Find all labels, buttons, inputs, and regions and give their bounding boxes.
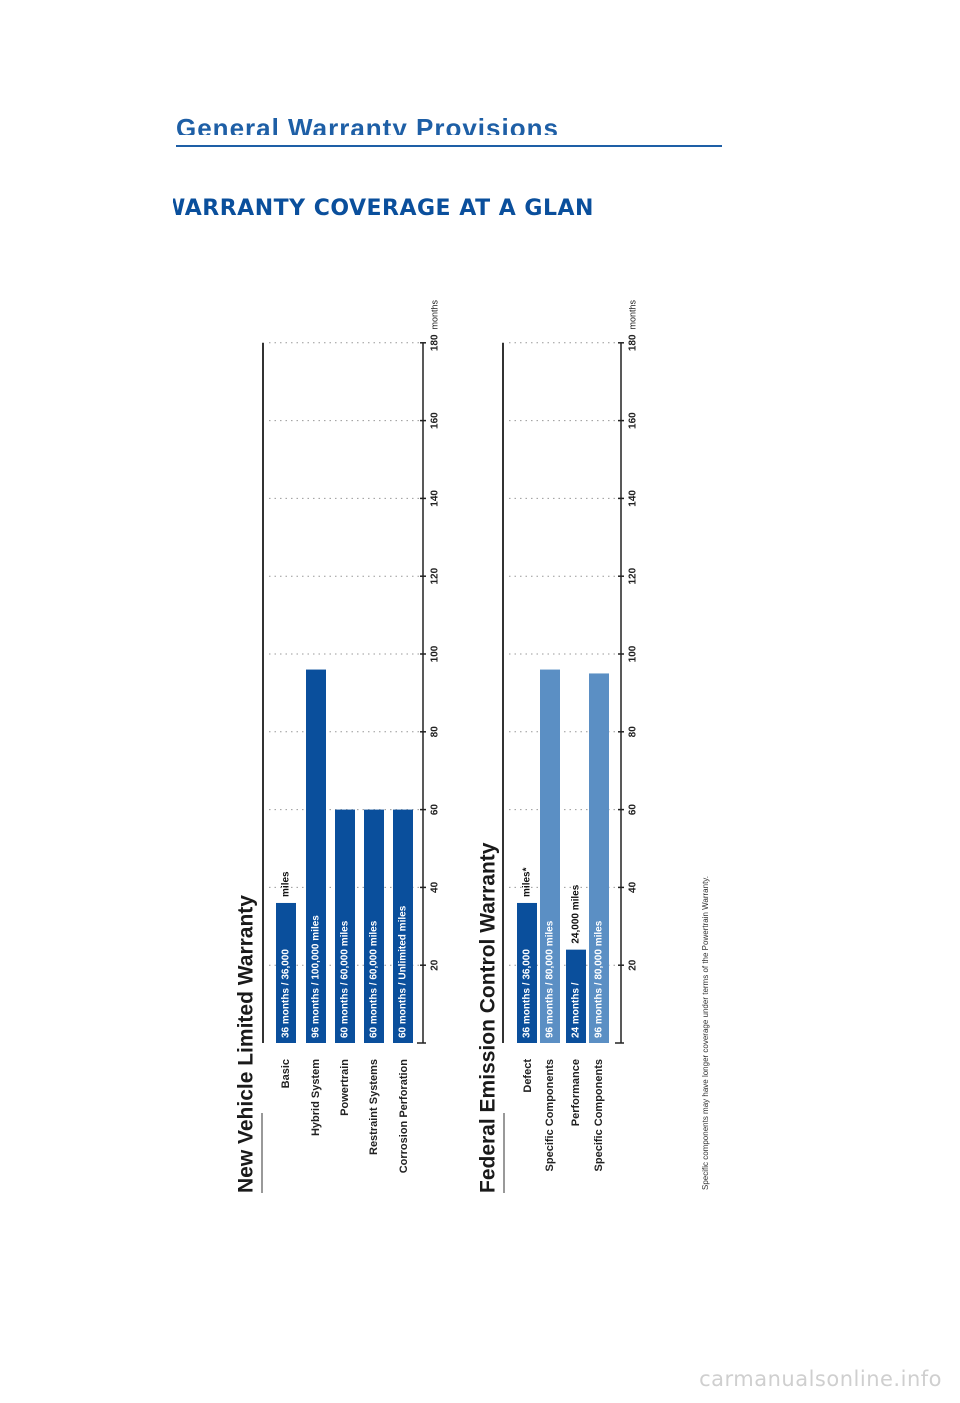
tick-label: 80 (628, 726, 639, 738)
bar-inside-label: 60 months / 60,000 miles (369, 920, 380, 1038)
bar (566, 949, 586, 1043)
emission-warranty-chart: Federal Emission Control Warranty 20 40 60 8… (477, 300, 639, 1193)
bar (306, 669, 326, 1043)
category-label: Hybrid System (310, 1059, 322, 1136)
tick-label: 120 (628, 567, 639, 584)
category-label: Corrosion Perforation (398, 1059, 410, 1174)
bar-inside-label: 60 months / 60,000 miles (340, 920, 351, 1038)
group-sub-label: Specific Components (544, 1059, 556, 1171)
bar (276, 902, 296, 1043)
tick-label: 120 (430, 567, 441, 584)
tick-label: 80 (430, 726, 441, 738)
new-vehicle-warranty-chart: New Vehicle Limited Warranty 20 40 60 80 100 1… (235, 300, 441, 1193)
bar (540, 669, 560, 1043)
category-label: Restraint Systems (368, 1059, 380, 1155)
bar-inside-label: 36 months / 36,000 (281, 949, 292, 1038)
footnote: Specific components may have longer cove… (701, 876, 710, 1190)
bar (364, 809, 384, 1043)
chart-title: New Vehicle Limited Warranty (235, 895, 258, 1193)
chart-title: Federal Emission Control Warranty (477, 842, 500, 1193)
tick-label: 180 (430, 334, 441, 351)
tick-label: 160 (628, 412, 639, 429)
axis-unit-label: months (429, 300, 439, 330)
tick-label: 60 (430, 804, 441, 816)
bar-inside-label: 60 months / Unlimited miles (398, 905, 409, 1038)
tick-label: 180 (628, 334, 639, 351)
header-rule (176, 145, 722, 147)
tick-label: 60 (628, 804, 639, 816)
group-label: Defect (522, 1059, 534, 1093)
bar (393, 809, 413, 1043)
tick-label: 40 (628, 881, 639, 893)
section-header-text: General Warranty Provisions (176, 113, 559, 135)
category-label: Powertrain (339, 1059, 351, 1116)
bar-inside-label: 96 months / 80,000 miles (545, 920, 556, 1038)
bar-outside-label: miles (281, 871, 292, 897)
bar-outside-label: miles* (522, 867, 533, 897)
tick-label: 20 (430, 959, 441, 971)
bar-inside-label: 36 months / 36,000 (522, 949, 533, 1038)
section-header: General Warranty Provisions (176, 111, 722, 135)
bar (517, 902, 537, 1043)
bar-inside-label: 96 months / 100,000 miles (311, 915, 322, 1038)
group-label: Performance (570, 1059, 582, 1126)
bar-inside-label: 24 months / (571, 982, 582, 1038)
tick-label: 100 (430, 645, 441, 662)
page-title: WARRANTY COVERAGE AT A GLANCE (173, 196, 593, 221)
tick-label: 140 (430, 490, 441, 507)
bar-inside-label: 96 months / 80,000 miles (594, 920, 605, 1038)
watermark: carmanualsonline.info (699, 1367, 942, 1391)
category-label: Basic (280, 1059, 292, 1088)
bar-outside-label: 24,000 miles (571, 884, 582, 943)
axis-unit-label: months (627, 300, 637, 330)
bar (589, 673, 609, 1043)
page-title-container: WARRANTY COVERAGE AT A GLANCE (173, 196, 593, 226)
bar (335, 809, 355, 1043)
tick-label: 40 (430, 881, 441, 893)
group-sub-label: Specific Components (593, 1059, 605, 1171)
tick-label: 20 (628, 959, 639, 971)
tick-label: 160 (430, 412, 441, 429)
tick-label: 100 (628, 645, 639, 662)
tick-label: 140 (628, 490, 639, 507)
